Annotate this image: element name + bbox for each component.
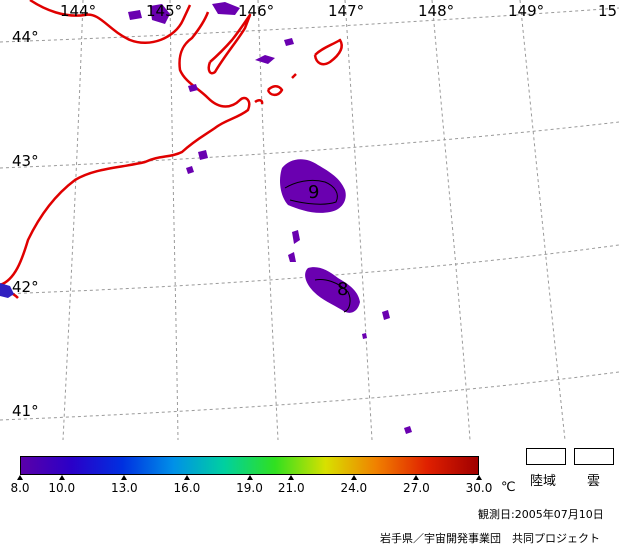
colorbar-tick-label: 13.0 — [110, 481, 138, 495]
sst-contours — [284, 179, 351, 313]
colorbar-tick-label: 8.0 — [10, 481, 30, 495]
colorbar-tick-label: 16.0 — [173, 481, 201, 495]
longitude-label: 147° — [328, 2, 365, 20]
longitude-label: 149° — [508, 2, 545, 20]
cloud-legend-label: 雲 — [587, 474, 601, 489]
sst-patches — [128, 2, 412, 434]
colorbar-tick-label: 10.0 — [48, 481, 76, 495]
latitude-label: 44° — [12, 28, 39, 46]
colorbar-tick-mark — [58, 475, 65, 480]
colorbar-tick-mark — [413, 475, 420, 480]
colorbar-tick-mark — [17, 475, 23, 480]
temperature-colorbar — [20, 456, 479, 475]
colorbar-tick-label: 27.0 — [403, 481, 430, 495]
land-legend-label: 陸域 — [530, 474, 557, 489]
colorbar-tick-mark — [183, 475, 190, 480]
organization-credit: 岩手県／宇宙開発事業団 共同プロジェクト — [380, 532, 600, 545]
parallel-lines — [0, 7, 619, 421]
latitude-label: 42° — [12, 278, 39, 296]
latitude-label: 43° — [12, 152, 39, 170]
colorbar-tick-mark — [476, 475, 482, 480]
land-legend-box — [526, 448, 566, 465]
sst-map — [0, 0, 619, 440]
sst-patch-west — [0, 283, 14, 298]
observation-date: 観測日:2005年07月10日 — [478, 508, 604, 521]
longitude-label: 15 — [598, 2, 618, 20]
colorbar-tick-label: 24.0 — [340, 481, 368, 495]
cloud-legend-box — [574, 448, 614, 465]
longitude-label: 145° — [146, 2, 183, 20]
contour-label: 8 — [337, 279, 349, 300]
longitude-label: 146° — [238, 2, 275, 20]
colorbar-tick-mark — [288, 475, 295, 480]
colorbar-tick-label: 30.0 — [465, 481, 493, 495]
latitude-label: 41° — [12, 402, 39, 420]
contour-label: 9 — [308, 182, 320, 203]
colorbar-tick-mark — [246, 475, 253, 480]
colorbar-tick-mark — [121, 475, 128, 480]
longitude-label: 144° — [60, 2, 97, 20]
colorbar-tick-label: 19.0 — [236, 481, 263, 495]
unit-label: ℃ — [501, 480, 516, 495]
colorbar-tick-mark — [350, 475, 357, 480]
longitude-label: 148° — [418, 2, 455, 20]
colorbar-tick-label: 21.0 — [277, 481, 305, 495]
